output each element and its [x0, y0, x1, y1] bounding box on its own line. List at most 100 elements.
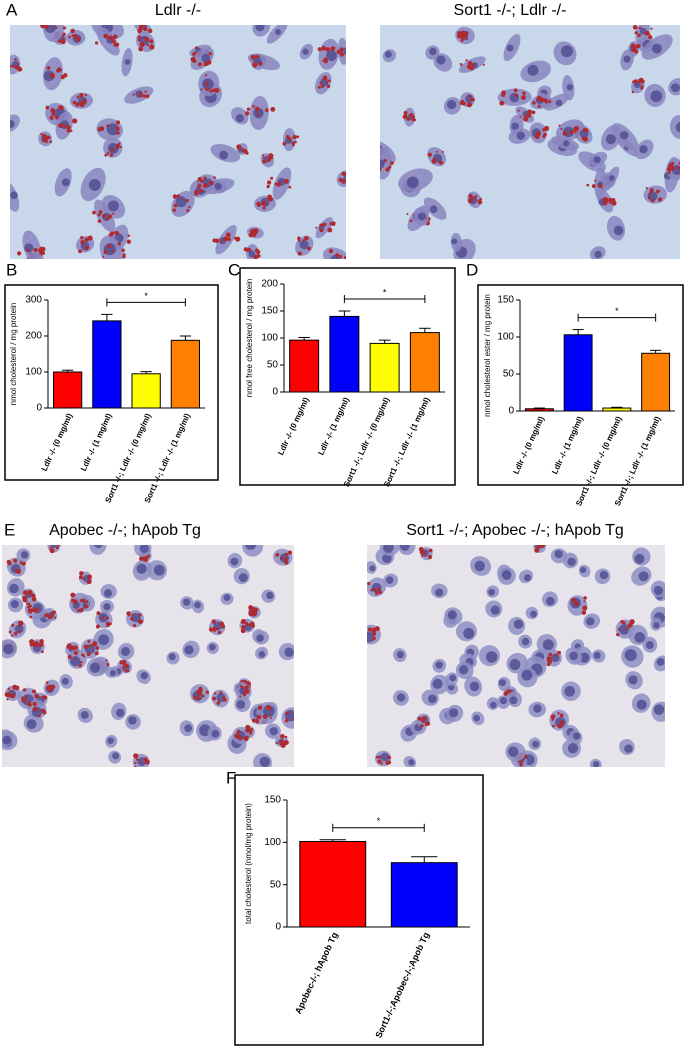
- lipid-droplet: [119, 660, 124, 665]
- nucleus: [184, 724, 193, 733]
- lipid-droplet: [274, 182, 278, 186]
- lipid-droplet: [204, 81, 209, 86]
- lipid-droplet: [43, 695, 48, 700]
- lipid-droplet: [139, 91, 142, 94]
- nucleus: [593, 651, 601, 660]
- nucleus: [554, 549, 563, 559]
- lipid-droplet: [132, 93, 135, 96]
- lipid-droplet: [119, 145, 122, 149]
- nucleus: [256, 634, 264, 642]
- lipid-droplet: [557, 712, 560, 715]
- y-tick-label: 100: [264, 837, 281, 848]
- lipid-droplet: [86, 651, 91, 657]
- lipid-droplet: [208, 51, 212, 56]
- nucleus: [396, 693, 406, 702]
- lipid-droplet: [223, 236, 228, 242]
- nucleus: [214, 182, 222, 190]
- lipid-droplet: [467, 198, 473, 204]
- lipid-droplet: [126, 239, 132, 244]
- nucleus: [567, 557, 576, 566]
- lipid-droplet: [57, 541, 59, 543]
- lipid-droplet: [638, 26, 642, 30]
- lipid-droplet: [383, 159, 387, 163]
- lipid-droplet: [535, 131, 541, 137]
- nucleus: [580, 566, 587, 574]
- lipid-droplet: [46, 135, 51, 140]
- lipid-droplet: [28, 604, 32, 608]
- lipid-droplet: [540, 97, 546, 103]
- lipid-droplet: [499, 100, 505, 106]
- lipid-droplet: [173, 203, 178, 208]
- lipid-droplet: [267, 157, 272, 162]
- lipid-droplet: [139, 556, 144, 561]
- lipid-droplet: [66, 128, 72, 133]
- lipid-droplet: [80, 235, 84, 240]
- lipid-droplet: [32, 607, 37, 613]
- lipid-droplet: [284, 552, 289, 557]
- lipid-droplet: [268, 197, 274, 202]
- nucleus: [653, 622, 660, 629]
- nucleus: [326, 50, 337, 61]
- lipid-droplet: [49, 140, 53, 144]
- lipid-droplet: [524, 113, 528, 117]
- lipid-droplet: [284, 557, 288, 561]
- lipid-droplet: [43, 138, 47, 142]
- lipid-droplet: [339, 50, 343, 55]
- lipid-droplet: [411, 118, 415, 122]
- lipid-droplet: [270, 176, 274, 180]
- error-bar: [419, 327, 431, 333]
- lipid-droplet: [200, 88, 203, 91]
- lipid-droplet: [148, 28, 153, 34]
- lipid-droplet: [106, 151, 110, 155]
- lipid-droplet: [87, 574, 92, 580]
- lipid-droplet: [205, 73, 208, 77]
- nucleus: [108, 200, 119, 212]
- nucleus: [230, 557, 239, 566]
- y-tick-label: 150: [264, 795, 281, 806]
- lipid-droplet: [647, 196, 651, 200]
- lipid-droplet: [285, 711, 290, 716]
- lipid-droplet: [20, 696, 24, 699]
- lipid-droplet: [541, 545, 545, 548]
- lipid-droplet: [248, 233, 253, 238]
- y-tick-label: 200: [261, 279, 278, 290]
- lipid-droplet: [559, 713, 564, 718]
- lipid-droplet: [253, 254, 259, 259]
- lipid-droplet: [339, 259, 343, 263]
- lipid-droplet: [149, 39, 154, 44]
- lipid-droplet: [249, 731, 253, 735]
- lipid-droplet: [17, 251, 22, 256]
- nucleus: [219, 150, 229, 160]
- lipid-droplet: [325, 47, 330, 52]
- lipid-droplet: [377, 755, 382, 759]
- lipid-droplet: [679, 172, 680, 176]
- lipid-droplet: [322, 46, 326, 50]
- x-tick-label: Sort1 -/-; Ldlr -/- (1 mg/ml): [382, 396, 432, 489]
- error-bar: [319, 839, 346, 842]
- lipid-droplet: [132, 624, 137, 628]
- nucleus: [490, 605, 500, 615]
- chart-frame: [239, 267, 456, 486]
- lipid-droplet: [667, 170, 671, 174]
- lipid-droplet: [317, 47, 322, 52]
- lipid-droplet: [26, 606, 29, 609]
- lipid-droplet: [513, 88, 518, 93]
- lipid-droplet: [127, 614, 131, 617]
- lipid-droplet: [667, 166, 672, 172]
- lipid-droplet: [645, 187, 648, 190]
- lipid-droplet: [137, 35, 142, 40]
- nucleus: [490, 701, 497, 709]
- lipid-droplet: [196, 691, 202, 696]
- bar: [299, 840, 367, 928]
- lipid-droplet: [466, 64, 472, 69]
- lipid-droplet: [677, 166, 680, 170]
- lipid-droplet: [245, 728, 250, 733]
- lipid-droplet: [172, 208, 177, 212]
- lipid-droplet: [80, 598, 84, 603]
- lipid-droplet: [380, 167, 382, 172]
- nucleus: [586, 617, 595, 626]
- lipid-droplet: [641, 84, 644, 87]
- nucleus: [546, 596, 555, 606]
- lipid-droplet: [15, 65, 20, 70]
- lipid-droplet: [269, 713, 272, 716]
